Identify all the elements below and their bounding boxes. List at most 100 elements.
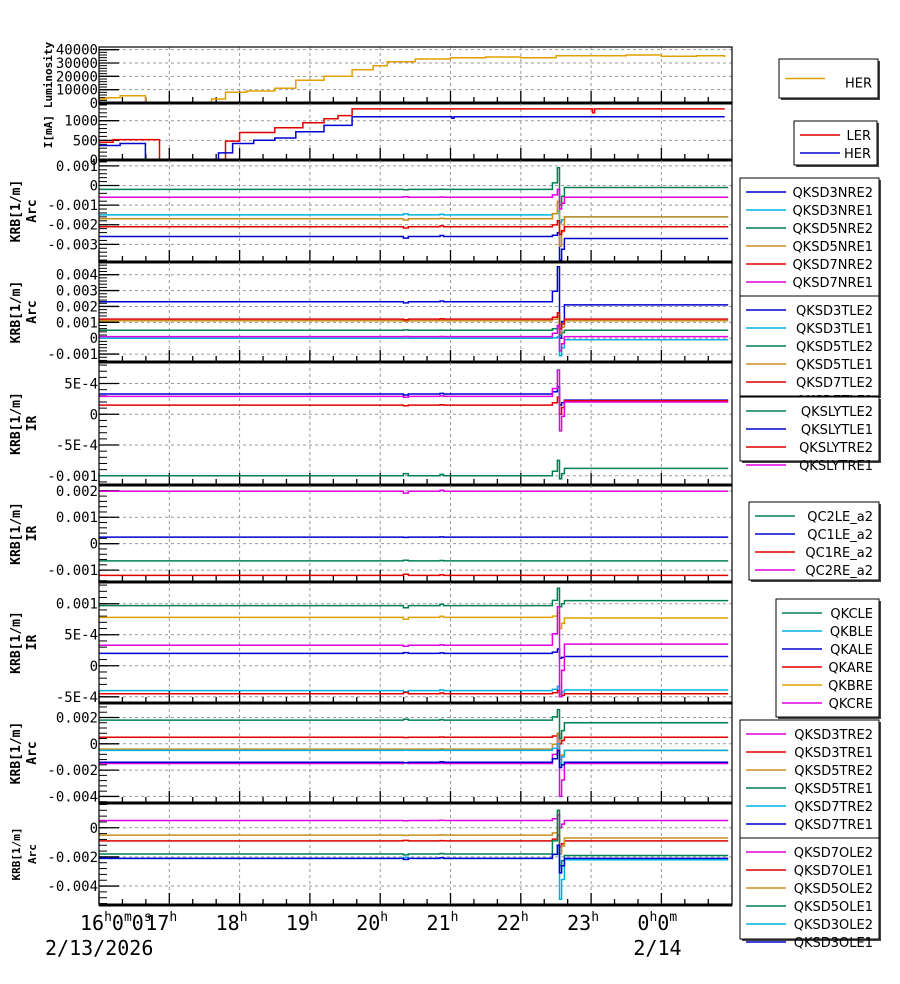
x-tick-label: 19h: [286, 910, 318, 935]
legend-label: QKCLE: [830, 607, 873, 622]
legend-label: QC1LE_a2: [807, 528, 873, 543]
series-line-qksd5ole1: [99, 809, 729, 867]
y-tick-label: 0.001: [56, 315, 98, 331]
legend-label: QKSLYTRE1: [799, 459, 873, 474]
y-tick-label: 5E-4: [64, 377, 98, 393]
x-tick-label-value: 17: [145, 911, 169, 935]
x-tick-label-unit: h: [649, 910, 657, 925]
series-line-qksd5tle1: [99, 315, 729, 335]
y-axis-title: KRB[1/m]: [9, 180, 24, 243]
legend-label: HER: [844, 147, 871, 162]
x-tick-label: 17h: [145, 910, 177, 935]
series-line-qksd7ole2: [99, 813, 729, 829]
x-tick-label: 20h: [356, 910, 388, 935]
legend-current: LER HER: [793, 120, 879, 167]
series-line-qksd7tle1: [99, 324, 729, 352]
legend-label: QKSD3TRE2: [794, 728, 873, 743]
y-tick-label: 0: [90, 407, 98, 423]
series-line-qksd7tle2: [99, 312, 729, 330]
y-tick-label: 0.004: [56, 268, 98, 284]
y-tick-label: 10000: [56, 83, 98, 99]
x-tick-label-unit: h: [521, 910, 529, 925]
x-tick-label: 0h0m: [637, 910, 677, 935]
y-tick-label: -0.001: [47, 563, 98, 579]
y-axis-title: Arc: [25, 300, 40, 323]
legend-box: [775, 598, 880, 718]
x-tick-label-value: 16: [80, 911, 104, 935]
series-line-qksd3tre1: [99, 732, 729, 745]
series-line-qkbre: [99, 612, 729, 630]
y-tick-label: -0.004: [47, 789, 98, 805]
y-tick-label: 0.001: [56, 510, 98, 526]
series-line-qc2le-a2: [99, 559, 729, 562]
legend-label: QKSD5OLE1: [794, 900, 873, 915]
x-tick-label: 16h0m0s: [80, 910, 152, 935]
x-tick-label-value: 22: [497, 911, 521, 935]
legend-label: QKSD5TRE1: [794, 782, 873, 797]
legend-label: QKSD3NRE1: [792, 204, 873, 219]
legend-label: QKSD7NRE1: [792, 276, 873, 291]
legend-label: QKSD7TRE1: [794, 818, 873, 833]
legend-krb-arc-1: QKSD3NRE2 QKSD3NRE1 QKSD5NRE2 QKSD5NRE1 QKSD…: [739, 177, 881, 298]
x-tick-label-unit: m: [669, 910, 677, 925]
series-line-qksd7nre2: [99, 220, 729, 236]
legend-label: QKBLE: [830, 625, 873, 640]
y-axis-title: KRB[1/m]: [9, 722, 24, 785]
series-line-qc1re-a2: [99, 573, 729, 577]
x-tick-label-unit: h: [104, 910, 112, 925]
y-tick-label: -0.003: [47, 237, 98, 253]
y-tick-label: -0.002: [47, 763, 98, 779]
y-axis-title: IR: [25, 526, 40, 542]
legend-krb-ir-3: QKCLE QKBLE QKALE QKARE QKBRE QKCRE: [775, 598, 881, 719]
x-tick-label-value: 0: [112, 911, 124, 935]
y-tick-label: 5E-4: [64, 628, 98, 644]
legend-krb-arc-4: QKSD7OLE2 QKSD7OLE1 QKSD5OLE2 QKSD5OLE1 QKSD…: [739, 837, 881, 951]
legend-krb-arc-2: QKSD3TLE2 QKSD3TLE1 QKSD5TLE2 QKSD5TLE1 QKSD…: [739, 295, 881, 409]
y-tick-label: 0: [90, 537, 98, 553]
series-line-qksd3nre1: [99, 210, 729, 224]
legend-krb-arc-3: QKSD3TRE2 QKSD3TRE1 QKSD5TRE2 QKSD5TRE1 QKSD…: [739, 719, 881, 842]
x-tick-label-unit: h: [451, 910, 459, 925]
legend-label: HER: [845, 77, 872, 92]
y-tick-label: 0: [90, 331, 98, 347]
legend-label: QKSLYTLE2: [801, 405, 873, 420]
x-tick-label-value: 23: [567, 911, 591, 935]
x-tick-label-value: 0: [637, 911, 649, 935]
y-tick-label: -5E-4: [56, 690, 98, 706]
y-tick-label: -0.004: [47, 879, 98, 895]
legend-label: QKSD7OLE1: [794, 864, 873, 879]
x-tick-label-unit: h: [240, 910, 248, 925]
series-line-qksd7tre2: [99, 743, 729, 765]
y-axis-title: Arc: [25, 741, 40, 764]
x-tick-label-unit: s: [144, 910, 152, 925]
y-tick-label: 0: [90, 179, 98, 195]
legend-box: [739, 719, 880, 841]
legend-label: QKSLYTLE1: [801, 423, 873, 438]
series-line-qksd5tre1: [99, 708, 729, 740]
x-tick-label-unit: h: [591, 910, 599, 925]
x-tick-label-value: 19: [286, 911, 310, 935]
series-line-qkcre: [99, 606, 729, 698]
legend-label: QKSD5NRE1: [792, 240, 873, 255]
series-line-qc1le-a2: [99, 536, 729, 539]
y-tick-label: 0.001: [56, 597, 98, 613]
legend-label: QC2LE_a2: [807, 510, 873, 525]
legend-label: QKSD7NRE2: [792, 258, 873, 273]
y-tick-label: 0: [90, 153, 98, 169]
y-axis-title: I[mA]: [42, 115, 55, 148]
legend-label: QKALE: [830, 643, 873, 658]
legend-label: QKSD5OLE2: [794, 882, 873, 897]
series-line-qksd3tle1: [99, 335, 729, 357]
y-tick-label: 0.003: [56, 284, 98, 300]
x-date-label: 2/13/2026: [45, 936, 153, 960]
legend-label: QKSD7TLE2: [796, 376, 873, 391]
y-axis-title: Arc: [26, 844, 39, 864]
y-tick-label: -0.002: [47, 850, 98, 866]
series-line-qkslytre2: [99, 396, 729, 416]
series-line-qksd5nre2: [99, 167, 729, 206]
y-tick-label: 0.002: [56, 710, 98, 726]
y-tick-label: 0.002: [56, 484, 98, 500]
y-axis-title: Luminosity: [42, 42, 55, 109]
